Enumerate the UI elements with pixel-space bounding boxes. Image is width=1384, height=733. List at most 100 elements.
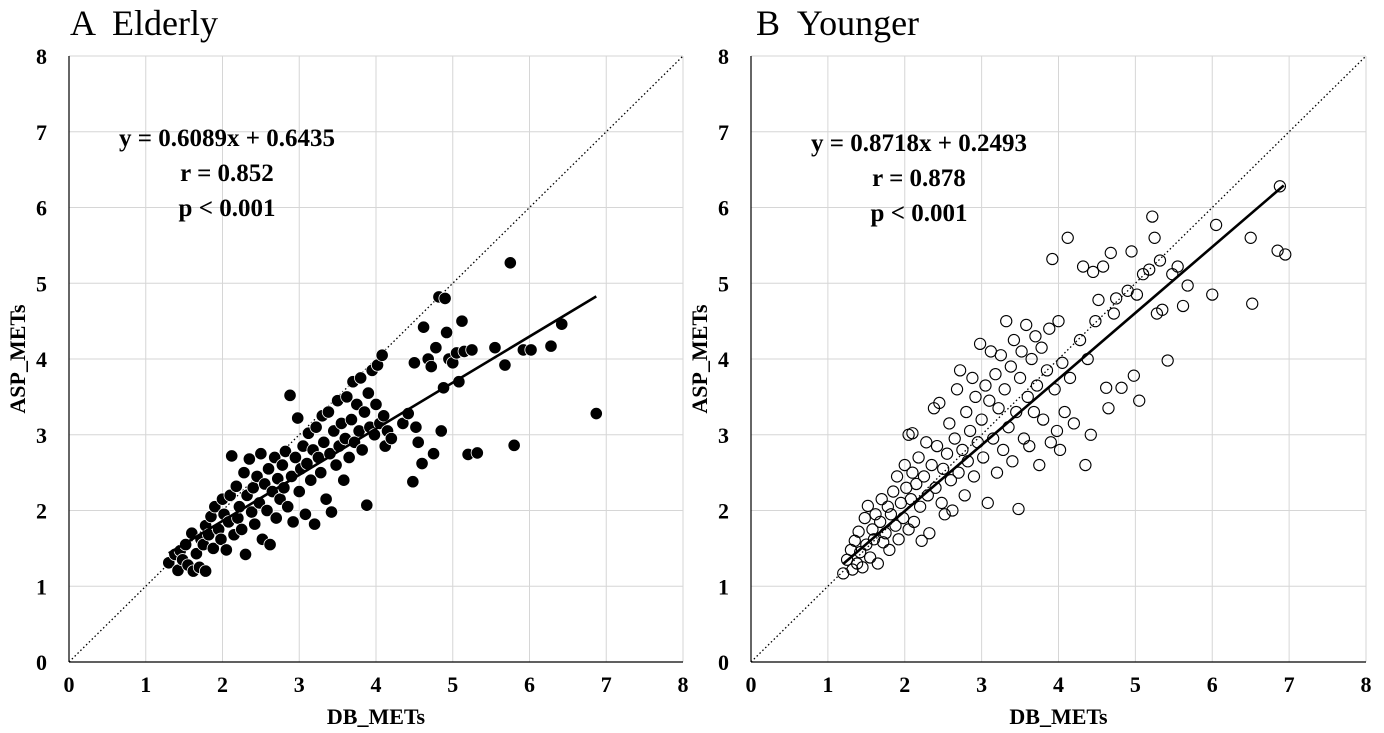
data-point — [867, 533, 881, 546]
data-point — [409, 420, 423, 434]
data-point — [298, 507, 312, 521]
data-point — [967, 470, 981, 483]
data-point — [1156, 303, 1169, 316]
data-point — [1043, 322, 1056, 335]
data-point — [960, 405, 973, 419]
data-point — [377, 409, 391, 423]
y-tick-label: 4 — [36, 347, 47, 372]
data-point — [254, 447, 268, 461]
y-tick-label: 1 — [36, 574, 47, 599]
data-point — [440, 325, 454, 340]
data-point — [912, 451, 925, 464]
data-point — [1044, 436, 1057, 449]
x-tick-label: 1 — [140, 672, 151, 697]
regression-annotation: p < 0.001 — [179, 195, 276, 222]
data-point — [1079, 458, 1092, 472]
x-tick-label: 3 — [976, 672, 987, 697]
panel-title: B Younger — [756, 2, 919, 44]
data-point — [1007, 333, 1021, 347]
data-point — [1130, 288, 1144, 301]
data-point — [357, 405, 372, 419]
data-point — [907, 515, 921, 529]
data-point — [969, 390, 982, 404]
data-point — [416, 320, 431, 334]
data-point — [956, 443, 969, 457]
data-point — [406, 475, 420, 489]
x-tick-label: 4 — [371, 672, 382, 697]
data-point — [225, 449, 239, 463]
data-point — [1086, 265, 1100, 279]
x-axis-label: DB_METs — [327, 704, 426, 729]
data-point — [994, 349, 1007, 362]
data-point — [206, 541, 220, 555]
data-point — [979, 379, 992, 392]
data-point — [189, 547, 204, 561]
data-point — [1176, 299, 1190, 313]
data-point — [235, 522, 249, 537]
data-point — [1181, 279, 1194, 292]
data-point — [214, 532, 228, 546]
x-tick-label: 2 — [217, 672, 228, 697]
y-tick-label: 2 — [718, 499, 729, 524]
data-point — [1089, 314, 1102, 328]
regression-line — [168, 295, 597, 555]
regression-annotation: y = 0.6089x + 0.6435 — [119, 125, 335, 152]
data-point — [488, 341, 502, 355]
y-axis-label: ASP_METs — [687, 304, 712, 414]
data-point — [1076, 260, 1090, 273]
data-point — [507, 438, 521, 452]
data-point — [434, 424, 448, 438]
data-point — [360, 498, 374, 512]
data-point — [1067, 417, 1081, 430]
y-tick-label: 5 — [718, 271, 729, 296]
data-point — [1127, 369, 1140, 382]
x-axis-label: DB_METs — [1009, 704, 1108, 729]
data-point — [286, 515, 300, 529]
data-point — [1033, 458, 1046, 472]
data-point — [989, 367, 1002, 381]
data-point — [278, 444, 293, 459]
x-tick-label: 4 — [1053, 672, 1064, 697]
panel-younger: B Younger 0 1 2 3 4 5 6 7 8 0 1 2 3 4 5 6 7 8 DB_METs ASP_M… — [687, 0, 1384, 733]
x-tick-label: 8 — [1361, 672, 1372, 697]
data-point — [935, 496, 948, 510]
data-point — [470, 446, 484, 460]
data-point — [245, 505, 259, 519]
data-point — [1273, 180, 1287, 193]
data-point — [424, 359, 438, 374]
panel-title: A Elderly — [70, 2, 218, 44]
y-tick-label: 3 — [36, 423, 47, 448]
data-point — [1279, 248, 1292, 261]
data-point — [864, 551, 877, 564]
data-point — [996, 443, 1010, 457]
data-point — [307, 517, 322, 531]
data-point — [524, 343, 538, 357]
data-point — [966, 371, 979, 385]
data-point — [1092, 293, 1105, 307]
x-tick-label: 6 — [524, 672, 535, 697]
data-point — [544, 339, 558, 353]
data-point — [242, 452, 256, 466]
data-point — [973, 337, 987, 350]
data-point — [887, 485, 900, 498]
data-point — [271, 472, 285, 486]
data-point — [852, 525, 865, 538]
data-point — [1036, 413, 1050, 426]
data-point — [892, 533, 905, 546]
y-tick-label: 4 — [718, 347, 729, 372]
data-point — [291, 411, 305, 425]
y-tick-label: 2 — [36, 499, 47, 524]
data-point — [1006, 455, 1019, 468]
data-point — [1153, 254, 1167, 267]
y-tick-label: 5 — [36, 271, 47, 296]
data-point — [263, 537, 277, 552]
data-point — [933, 396, 946, 410]
data-point — [407, 356, 421, 370]
data-point — [342, 450, 356, 465]
y-tick-label: 1 — [718, 574, 729, 599]
data-point — [1125, 245, 1138, 258]
data-point — [977, 451, 990, 464]
data-point — [1040, 364, 1054, 377]
data-point — [856, 561, 869, 574]
x-tick-label: 5 — [1130, 672, 1141, 697]
